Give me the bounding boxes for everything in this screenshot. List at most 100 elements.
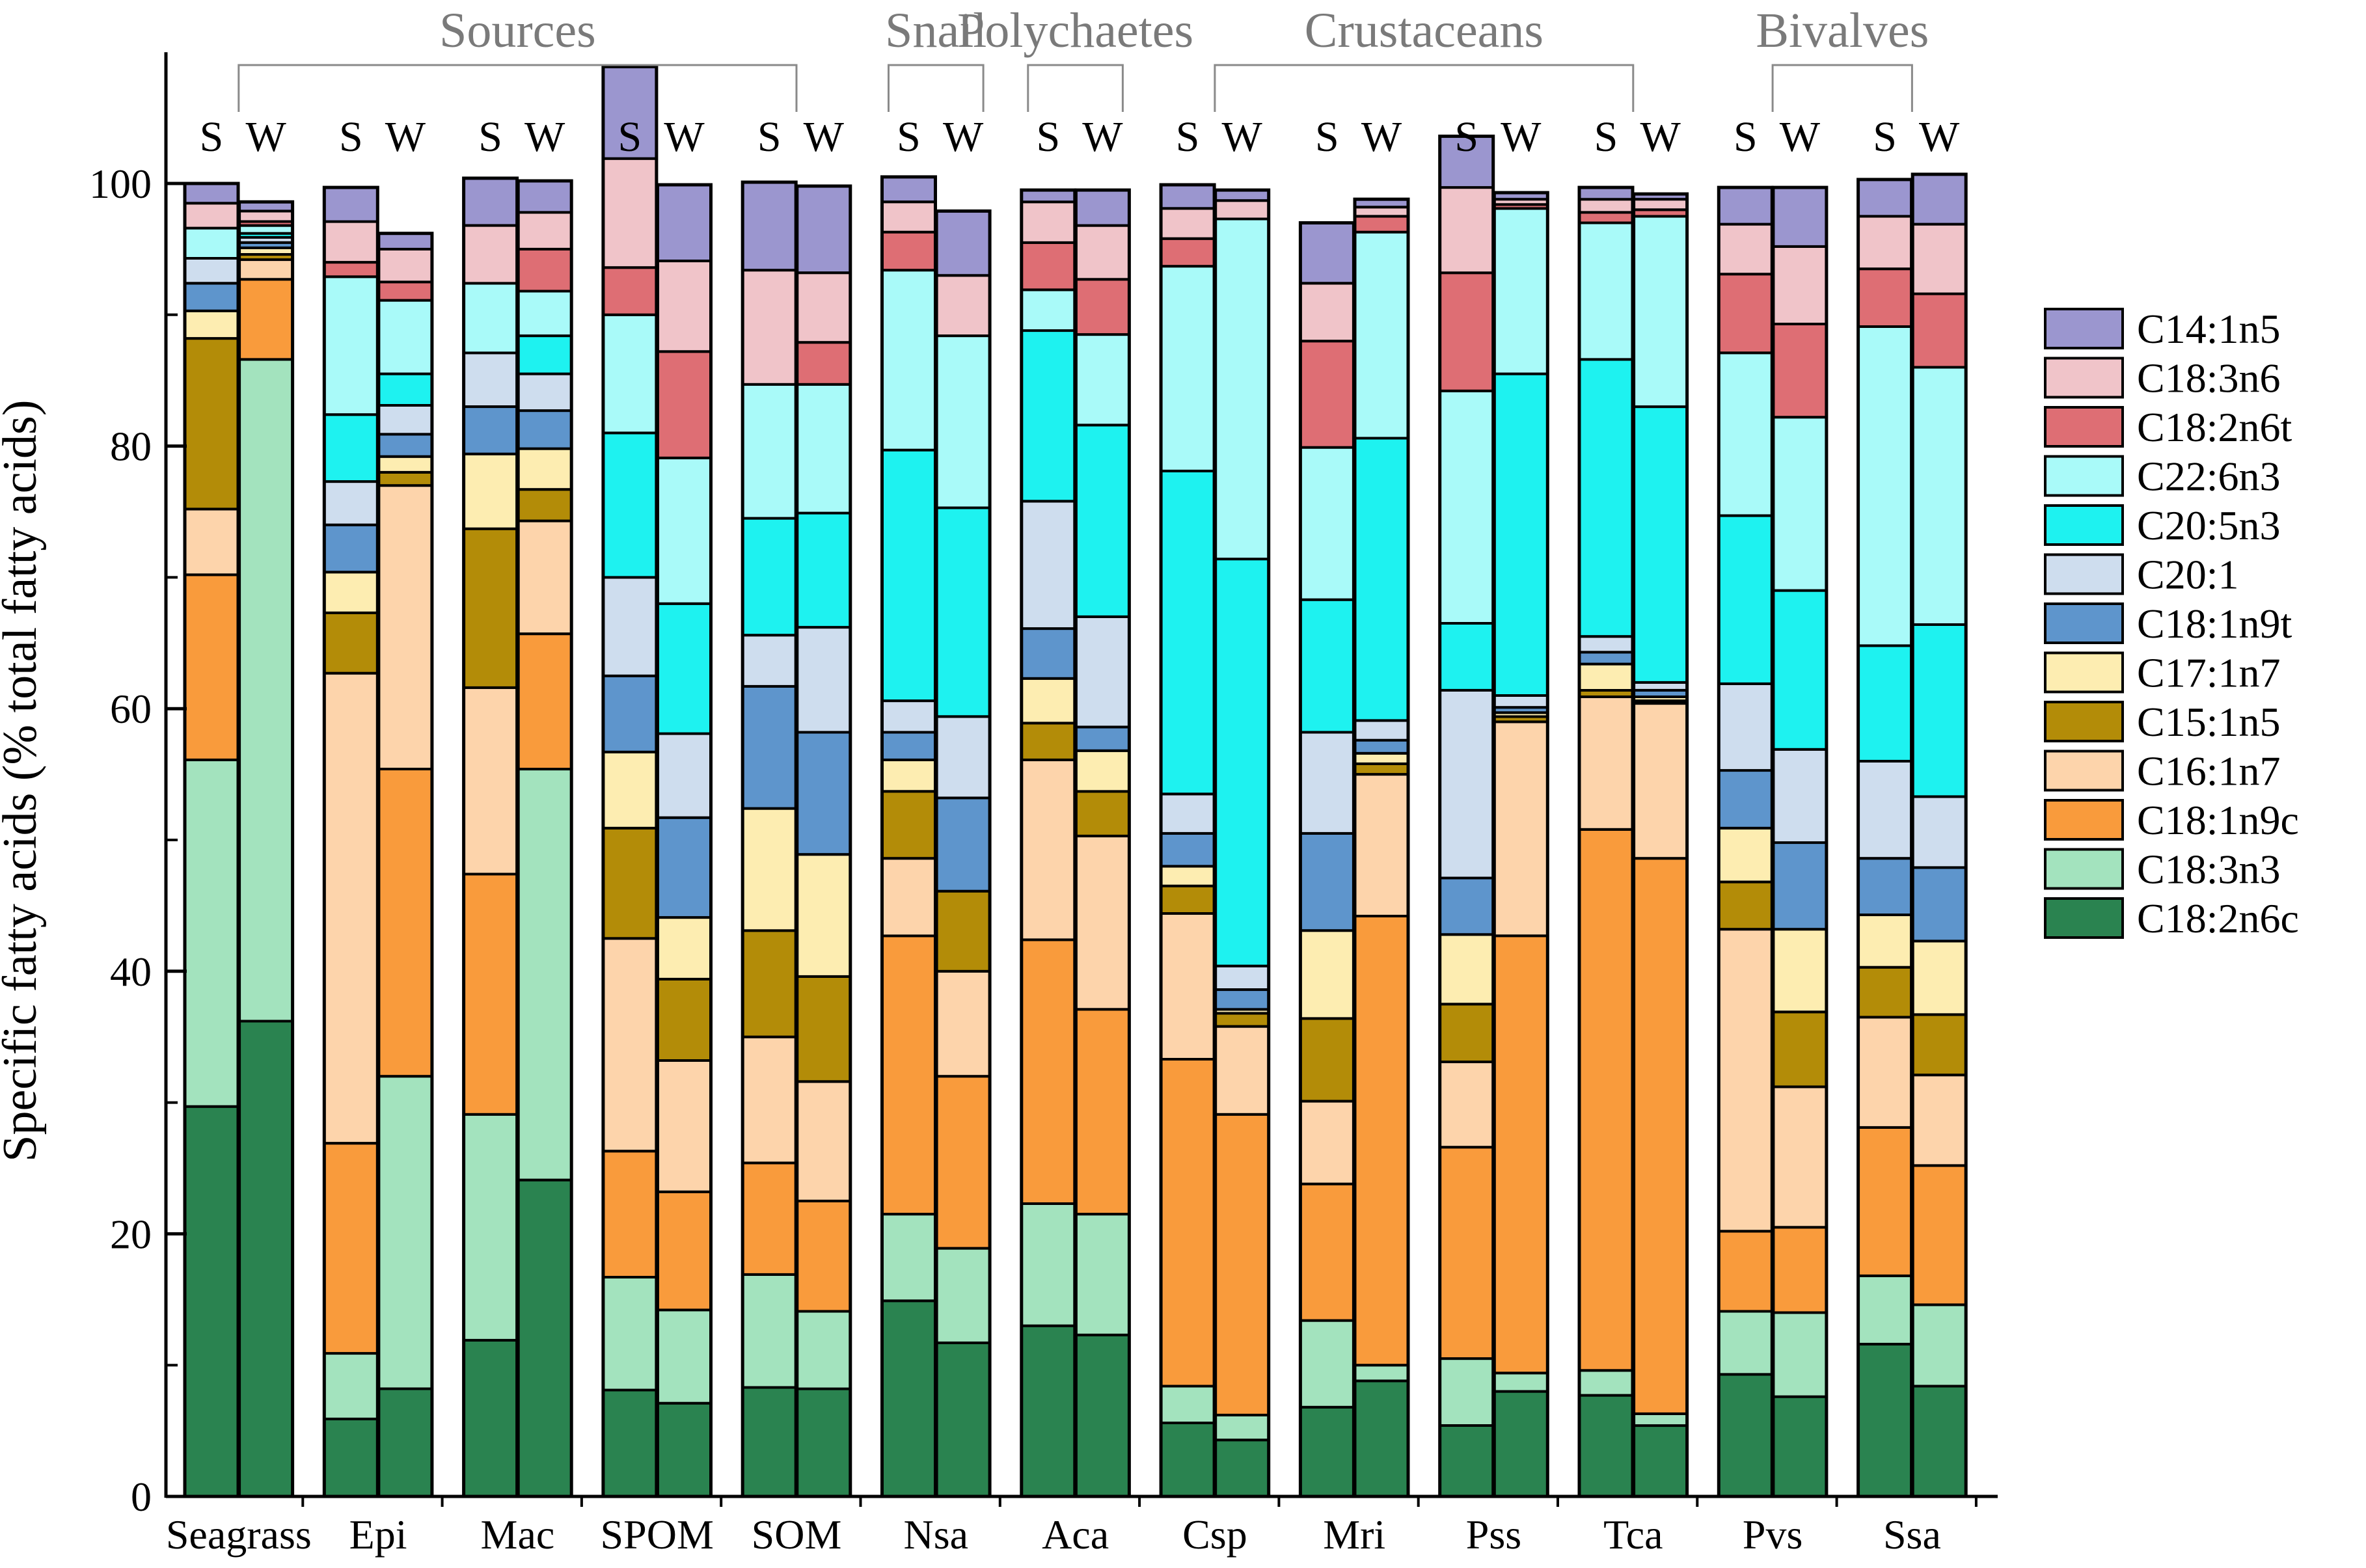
bar-segment bbox=[601, 1388, 658, 1498]
bar-segment bbox=[1911, 866, 1968, 943]
bar-segment bbox=[377, 1075, 433, 1390]
bar-segment bbox=[656, 350, 713, 459]
bar-segment bbox=[1578, 635, 1634, 654]
bar-segment bbox=[462, 872, 519, 1116]
bar-segment bbox=[1353, 437, 1409, 722]
bar-segment bbox=[1353, 751, 1409, 765]
bar-segment bbox=[795, 383, 852, 515]
season-label: W bbox=[1919, 113, 1960, 161]
bar-segment bbox=[1578, 221, 1634, 361]
y-tick-label: 40 bbox=[110, 949, 152, 995]
bar-segment bbox=[1911, 1303, 1968, 1388]
bar-segment bbox=[323, 1352, 379, 1420]
bar-segment bbox=[462, 351, 519, 408]
season-label: S bbox=[1873, 113, 1897, 161]
legend-label: C17:1n7 bbox=[2137, 650, 2280, 696]
bar-segment bbox=[184, 337, 239, 511]
bar-segment bbox=[1771, 245, 1828, 325]
bar-segment bbox=[1578, 662, 1634, 692]
season-label: W bbox=[1501, 113, 1542, 161]
group-label: Snail bbox=[885, 3, 986, 58]
bar-segment bbox=[1299, 598, 1355, 734]
legend-label: C18:3n6 bbox=[2137, 355, 2280, 401]
bar-segment bbox=[601, 157, 658, 269]
bar-segment bbox=[1214, 1012, 1270, 1028]
season-label: W bbox=[1780, 113, 1821, 161]
bar-segment bbox=[1911, 939, 1968, 1016]
bar-segment bbox=[462, 405, 519, 455]
bar-segment bbox=[1856, 644, 1913, 763]
bar-segment bbox=[1771, 186, 1828, 248]
bar-segment bbox=[1717, 351, 1774, 517]
bar-segment bbox=[1299, 731, 1355, 835]
bar-segment bbox=[1717, 186, 1774, 226]
bar-segment bbox=[656, 1401, 713, 1498]
bar-segment bbox=[656, 977, 713, 1062]
group-label: Polychaetes bbox=[957, 3, 1193, 58]
legend-swatch bbox=[2044, 701, 2124, 742]
bar-segment bbox=[795, 341, 852, 386]
bar-segment bbox=[880, 699, 937, 734]
bar-segment bbox=[462, 176, 519, 227]
bar-segment bbox=[1717, 682, 1774, 772]
bar-segment bbox=[1353, 738, 1409, 755]
bar-segment bbox=[656, 1190, 713, 1312]
season-label: S bbox=[478, 113, 502, 161]
bar-segment bbox=[1717, 514, 1774, 685]
bar-segment bbox=[184, 202, 239, 230]
bar-segment bbox=[1911, 172, 1968, 226]
bar-segment bbox=[1911, 1164, 1968, 1306]
bar-segment bbox=[741, 807, 798, 932]
bar-segment bbox=[1771, 1085, 1828, 1229]
bar-segment bbox=[1074, 790, 1131, 837]
y-tick-label: 60 bbox=[110, 686, 152, 732]
bar-segment bbox=[1074, 333, 1131, 427]
bar-segment bbox=[1353, 763, 1409, 776]
bar-segment bbox=[880, 175, 937, 204]
legend-label: C15:1n5 bbox=[2137, 699, 2280, 745]
season-label: S bbox=[618, 113, 642, 161]
bar-segment bbox=[1214, 1113, 1270, 1416]
season-label: S bbox=[339, 113, 363, 161]
group-label: Crustaceans bbox=[1305, 3, 1543, 58]
x-tick-label: Nsa bbox=[904, 1511, 969, 1558]
bar-segment bbox=[1299, 282, 1355, 343]
bar-segment bbox=[323, 523, 379, 574]
bar-segment bbox=[1299, 1319, 1355, 1409]
bar-segment bbox=[184, 573, 239, 761]
season-label: W bbox=[245, 113, 286, 161]
bar-segment bbox=[462, 1338, 519, 1498]
bar-segment bbox=[1020, 627, 1076, 680]
bar-segment bbox=[1856, 267, 1913, 329]
season-label: S bbox=[1315, 113, 1339, 161]
bar-segment bbox=[1160, 183, 1216, 210]
legend-swatch bbox=[2044, 750, 2124, 792]
bar-segment bbox=[1214, 1025, 1270, 1116]
bar-segment bbox=[741, 517, 798, 637]
bar-segment bbox=[601, 1150, 658, 1279]
legend-swatch bbox=[2044, 897, 2124, 939]
bar-segment bbox=[1717, 928, 1774, 1233]
bar-segment bbox=[1160, 884, 1216, 915]
season-label: W bbox=[524, 113, 565, 161]
bar-segment bbox=[323, 611, 379, 675]
bar-segment bbox=[1020, 241, 1076, 291]
bar-segment bbox=[1771, 1010, 1828, 1088]
bar-segment bbox=[1299, 1100, 1355, 1185]
bar-segment bbox=[1160, 469, 1216, 796]
bar-segment bbox=[1353, 230, 1409, 440]
bar-segment bbox=[656, 456, 713, 605]
bar-segment bbox=[238, 210, 294, 223]
legend-swatch bbox=[2044, 553, 2124, 595]
bar-segment bbox=[1353, 1379, 1409, 1498]
bar-segment bbox=[1074, 424, 1131, 618]
bar-segment bbox=[1020, 189, 1076, 204]
bar-segment bbox=[517, 768, 573, 1182]
bar-segment bbox=[517, 334, 573, 375]
legend-swatch bbox=[2044, 602, 2124, 644]
legend-swatch bbox=[2044, 455, 2124, 497]
bar-segment bbox=[1214, 964, 1270, 991]
bar-segment bbox=[238, 358, 294, 1023]
bar-segment bbox=[377, 372, 433, 407]
bar-segment bbox=[1632, 405, 1689, 684]
